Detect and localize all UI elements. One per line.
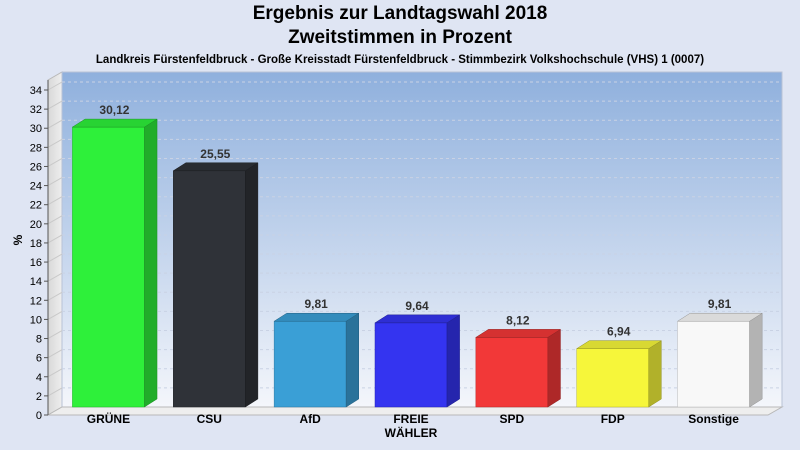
y-tick-label: 34 xyxy=(30,85,42,97)
gridline-side xyxy=(47,81,63,91)
data-label: 8,12 xyxy=(506,313,530,327)
bar xyxy=(676,312,764,408)
y-axis-label: % xyxy=(11,234,25,245)
y-tick-label: 18 xyxy=(30,238,42,250)
bar-side xyxy=(648,340,662,408)
data-label: 9,64 xyxy=(405,299,429,313)
bar-top xyxy=(273,312,360,322)
bar-front xyxy=(374,322,448,408)
category-label: GRÜNE xyxy=(87,411,130,426)
plot-side-wall xyxy=(47,71,63,416)
bar xyxy=(172,162,259,408)
data-label: 9,81 xyxy=(708,297,732,311)
gridline-side xyxy=(47,138,63,148)
gridline-side xyxy=(47,100,63,110)
bar-side xyxy=(144,118,158,408)
y-tick-label: 28 xyxy=(30,142,42,154)
data-label: 9,81 xyxy=(304,297,328,311)
bars xyxy=(71,118,764,408)
y-tick-label: 8 xyxy=(36,334,42,346)
bar-front xyxy=(677,320,750,408)
data-label: 30,12 xyxy=(99,103,129,117)
bar-side xyxy=(446,314,460,408)
bar-front xyxy=(273,320,347,408)
bar xyxy=(374,314,461,408)
y-tick-label: 0 xyxy=(36,410,42,422)
y-tick-label: 26 xyxy=(30,161,42,173)
y-tick-label: 30 xyxy=(30,123,42,135)
y-tick-label: 12 xyxy=(30,295,42,307)
category-label: Sonstige xyxy=(688,412,739,426)
gridline-side xyxy=(47,119,63,129)
category-label: FREIE xyxy=(393,412,428,426)
bar-side xyxy=(345,312,359,408)
category-label: FDP xyxy=(601,412,625,426)
gridline-side xyxy=(47,349,63,359)
gridline-side xyxy=(47,368,63,378)
gridline-side xyxy=(47,253,63,263)
y-tick-label: 20 xyxy=(30,219,42,231)
y-tick-label: 2 xyxy=(36,391,42,403)
bar-front xyxy=(576,348,649,408)
y-tick-label: 16 xyxy=(30,257,42,269)
bar-front xyxy=(72,126,145,408)
gridline-side xyxy=(47,177,63,187)
bar xyxy=(474,328,562,408)
bar-side xyxy=(547,328,561,408)
chart-title: Ergebnis zur Landtagswahl 2018 xyxy=(252,3,548,24)
chart-subtitle: Zweitstimmen in Prozent xyxy=(288,27,512,48)
y-tick-label: 32 xyxy=(30,104,42,116)
gridline-side xyxy=(47,330,63,339)
gridline-side xyxy=(47,291,63,301)
y-tick-label: 4 xyxy=(36,372,42,384)
category-label: SPD xyxy=(500,412,525,426)
bar-front xyxy=(173,170,246,408)
gridline-side xyxy=(47,215,63,225)
bar xyxy=(273,312,360,408)
gridline-side xyxy=(47,196,63,206)
y-tick-label: 22 xyxy=(30,200,42,212)
gridline-side xyxy=(47,310,63,320)
category-label: AfD xyxy=(299,412,321,426)
category-label: CSU xyxy=(197,412,222,426)
bar-top xyxy=(172,162,259,172)
gridline-side xyxy=(47,272,63,282)
gridline-side xyxy=(47,387,63,397)
bar-side xyxy=(749,312,763,408)
gridline-side xyxy=(47,158,63,167)
bar xyxy=(575,340,663,408)
bar xyxy=(71,118,158,408)
bar-front xyxy=(475,337,549,408)
chart-district-subtitle: Landkreis Fürstenfeldbruck - Große Kreis… xyxy=(95,54,705,66)
y-tick-label: 24 xyxy=(30,181,42,193)
bar-top xyxy=(676,312,764,322)
bar-top xyxy=(71,118,158,128)
y-tick-label: 14 xyxy=(30,276,42,288)
data-label: 25,55 xyxy=(200,147,230,161)
category-label: WÄHLER xyxy=(385,425,438,440)
bar-side xyxy=(245,162,259,408)
data-labels: 30,12 25,55 9,81 9,64 8,12 6,94 9,81 xyxy=(99,103,731,339)
y-tick-label: 6 xyxy=(36,353,42,365)
bar-top xyxy=(474,329,562,338)
bar-top xyxy=(374,314,461,324)
y-tick-label: 10 xyxy=(30,314,42,326)
data-label: 6,94 xyxy=(607,325,631,339)
bar-top xyxy=(575,340,663,349)
gridline-side xyxy=(47,234,63,244)
